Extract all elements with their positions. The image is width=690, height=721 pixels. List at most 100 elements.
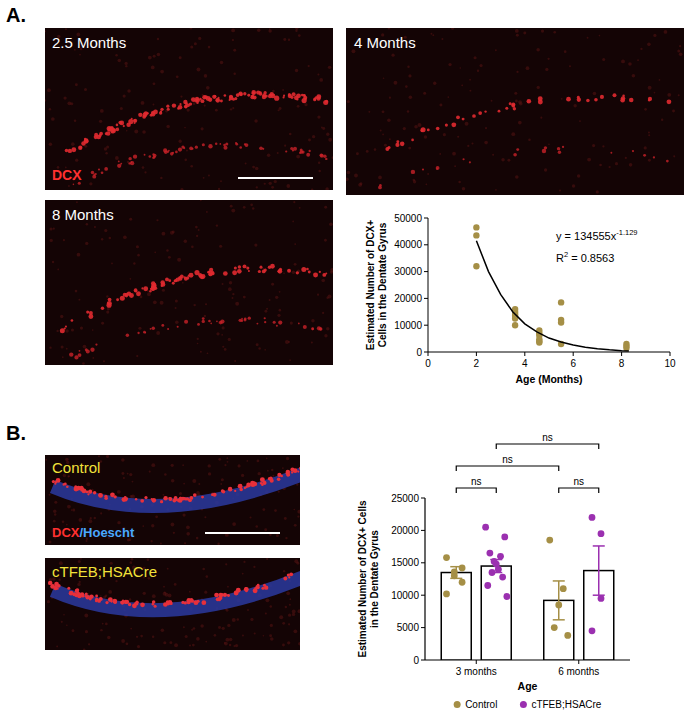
texture bbox=[206, 86, 210, 90]
texture bbox=[408, 74, 411, 77]
error-bar bbox=[593, 546, 605, 595]
texture bbox=[161, 324, 164, 327]
texture bbox=[265, 598, 269, 602]
texture bbox=[179, 492, 182, 495]
texture bbox=[164, 592, 166, 594]
texture bbox=[306, 153, 310, 157]
texture bbox=[271, 479, 273, 481]
texture bbox=[168, 497, 170, 499]
significance-bracket bbox=[456, 488, 496, 493]
stain-label: DCX bbox=[52, 167, 82, 183]
texture bbox=[323, 100, 328, 105]
texture bbox=[262, 508, 265, 511]
texture bbox=[472, 114, 476, 118]
texture bbox=[230, 108, 232, 110]
texture bbox=[105, 623, 108, 626]
texture bbox=[165, 278, 169, 282]
micrograph bbox=[346, 28, 684, 195]
texture bbox=[45, 459, 47, 461]
texture bbox=[312, 135, 315, 138]
texture bbox=[274, 509, 277, 512]
texture bbox=[308, 271, 311, 274]
texture bbox=[84, 614, 88, 618]
texture bbox=[223, 271, 228, 276]
texture bbox=[170, 602, 173, 605]
texture bbox=[262, 481, 266, 485]
texture bbox=[168, 150, 170, 152]
texture bbox=[264, 317, 266, 319]
texture bbox=[400, 142, 405, 147]
texture bbox=[126, 123, 130, 127]
data-point bbox=[551, 624, 558, 631]
texture bbox=[572, 184, 575, 187]
texture bbox=[103, 595, 106, 598]
texture bbox=[192, 479, 196, 483]
texture bbox=[389, 138, 391, 140]
texture bbox=[184, 159, 187, 162]
texture bbox=[221, 334, 223, 336]
texture bbox=[250, 203, 253, 206]
texture bbox=[190, 28, 193, 30]
texture bbox=[228, 487, 233, 492]
texture bbox=[188, 274, 190, 276]
texture bbox=[540, 117, 542, 119]
data-point bbox=[486, 550, 493, 557]
texture bbox=[92, 357, 94, 359]
texture bbox=[177, 258, 181, 262]
texture bbox=[107, 126, 112, 131]
texture bbox=[153, 82, 156, 85]
y-tick bbox=[421, 498, 425, 499]
texture bbox=[174, 643, 178, 647]
texture bbox=[495, 189, 497, 191]
texture bbox=[211, 493, 213, 495]
texture bbox=[123, 477, 125, 479]
stain-part: DCX bbox=[52, 525, 80, 540]
texture bbox=[292, 270, 296, 274]
texture bbox=[108, 597, 113, 602]
texture bbox=[101, 171, 104, 174]
texture bbox=[152, 594, 156, 598]
texture bbox=[184, 240, 187, 243]
texture bbox=[324, 334, 327, 337]
texture bbox=[224, 94, 227, 97]
texture bbox=[48, 581, 52, 585]
texture bbox=[101, 322, 104, 325]
texture bbox=[245, 143, 249, 147]
texture bbox=[184, 105, 188, 109]
texture bbox=[137, 254, 140, 257]
texture bbox=[229, 281, 232, 284]
texture bbox=[411, 170, 415, 174]
texture bbox=[279, 309, 282, 312]
texture bbox=[163, 592, 167, 596]
texture bbox=[219, 143, 221, 145]
texture bbox=[327, 295, 331, 299]
texture bbox=[108, 590, 112, 594]
texture bbox=[266, 558, 268, 560]
texture bbox=[269, 28, 271, 30]
plot-area bbox=[441, 514, 614, 660]
texture bbox=[186, 150, 188, 152]
texture bbox=[294, 263, 297, 266]
texture bbox=[257, 29, 260, 32]
texture bbox=[243, 206, 246, 209]
texture bbox=[69, 352, 73, 356]
texture bbox=[328, 138, 332, 142]
image-label: 2.5 Months bbox=[52, 34, 126, 51]
texture bbox=[647, 43, 651, 47]
texture bbox=[538, 96, 543, 101]
texture bbox=[322, 312, 324, 314]
texture bbox=[163, 496, 168, 501]
y-axis-title: Estimated Number of DCX+ Cells bbox=[357, 500, 368, 657]
y-tick-label: 0 bbox=[413, 655, 419, 666]
texture bbox=[288, 341, 290, 343]
texture bbox=[216, 597, 220, 601]
texture bbox=[201, 496, 204, 499]
error-stem bbox=[496, 560, 498, 573]
texture bbox=[200, 624, 204, 628]
annotation: y = 134555x-1.129 bbox=[556, 228, 638, 242]
texture bbox=[176, 75, 179, 78]
texture bbox=[321, 279, 325, 283]
texture bbox=[201, 127, 204, 130]
texture bbox=[124, 62, 127, 65]
texture bbox=[106, 131, 111, 136]
